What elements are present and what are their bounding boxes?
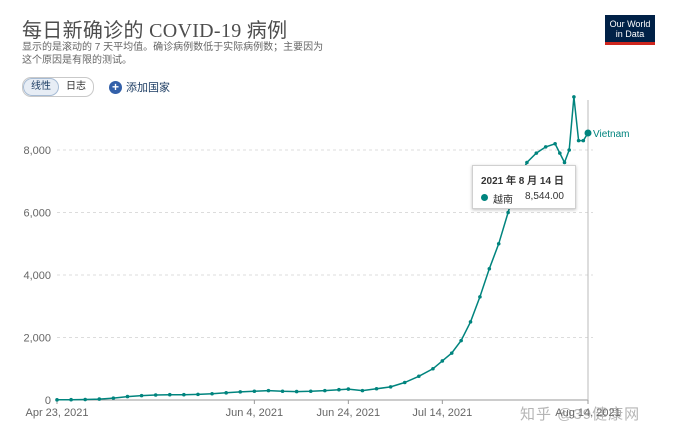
data-point xyxy=(83,397,87,402)
grid-lines xyxy=(57,149,593,338)
x-tick-label: Jun 24, 2021 xyxy=(317,407,381,419)
watermark: 知乎 @39健康网 xyxy=(520,406,641,423)
data-point xyxy=(468,320,473,324)
data-point xyxy=(69,397,73,402)
highlight-point xyxy=(584,129,592,137)
tooltip-date: 2021 年 8 月 14 日 xyxy=(481,176,564,187)
x-tick-label: Jul 14, 2021 xyxy=(412,407,472,419)
x-tick-label: Jun 4, 2021 xyxy=(226,407,284,419)
linear-scale-button[interactable]: 线性 xyxy=(23,78,59,96)
data-point xyxy=(238,390,243,394)
data-point xyxy=(431,366,435,371)
data-point xyxy=(55,398,59,402)
chart-title: 每日新确诊的 COVID-19 病例 xyxy=(22,20,288,42)
data-point xyxy=(294,389,299,394)
x-tick-label: Aug 14, 2021 xyxy=(555,407,620,419)
data-point xyxy=(210,391,214,396)
x-tick-label: Apr 23, 2021 xyxy=(26,407,89,419)
data-point xyxy=(360,388,365,393)
series-line-vietnam xyxy=(56,96,589,401)
data-point xyxy=(182,392,186,397)
data-point xyxy=(496,241,501,246)
data-point xyxy=(346,387,351,391)
data-point xyxy=(252,389,257,394)
data-point xyxy=(581,138,586,143)
data-point xyxy=(449,351,454,355)
tooltip: 2021 年 8 月 14 日 越南 8,544.00 xyxy=(472,165,576,209)
data-point xyxy=(153,393,158,397)
data-point xyxy=(562,160,567,165)
tooltip-value: 8,544.00 xyxy=(525,191,564,202)
scale-toggle: 线性 日志 xyxy=(22,77,94,97)
owid-logo[interactable]: Our World in Data xyxy=(605,15,655,45)
data-point xyxy=(558,151,562,155)
x-axis-ticks: Apr 23, 2021 Jun 4, 2021 Jun 24, 2021 Jul 1… xyxy=(26,400,621,419)
logo-accent-bar xyxy=(605,42,655,45)
logo-line2: in Data xyxy=(615,29,645,39)
data-point xyxy=(111,396,116,400)
data-point xyxy=(534,151,539,155)
data-point xyxy=(280,389,285,394)
data-point xyxy=(97,397,102,401)
data-point xyxy=(337,387,341,392)
y-tick-label: 0 xyxy=(45,395,51,407)
data-point xyxy=(572,95,576,99)
logo-line1: Our World xyxy=(609,19,651,29)
y-axis-ticks: 0 2,000 4,000 6,000 8,000 xyxy=(23,145,51,407)
plus-icon: + xyxy=(109,80,122,94)
data-point xyxy=(139,393,144,398)
y-tick-label: 8,000 xyxy=(23,145,51,157)
data-point xyxy=(576,138,581,143)
chart-subtitle: 显示的是滚动的 7 天平均值。确诊病例数低于实际病例数；主要因为这个原因是有限的… xyxy=(22,42,324,66)
data-point xyxy=(525,160,529,165)
data-point xyxy=(459,338,463,343)
data-point xyxy=(167,392,172,397)
data-point xyxy=(388,385,393,389)
add-country-label: 添加国家 xyxy=(126,82,170,94)
y-tick-label: 4,000 xyxy=(23,270,51,282)
data-point xyxy=(308,389,313,394)
y-tick-label: 6,000 xyxy=(23,208,51,220)
data-point xyxy=(323,388,327,393)
data-point xyxy=(553,141,557,146)
series-end-label: Vietnam xyxy=(593,129,630,140)
data-point xyxy=(543,145,548,149)
tooltip-series-name: 越南 xyxy=(493,195,513,206)
data-point xyxy=(567,148,572,152)
data-point xyxy=(196,392,200,397)
data-point xyxy=(478,295,482,299)
data-point xyxy=(506,210,510,215)
tooltip-series-dot xyxy=(481,194,488,201)
data-point xyxy=(374,386,379,391)
data-point xyxy=(487,266,492,271)
data-point xyxy=(440,359,445,363)
data-point xyxy=(402,380,407,385)
data-point xyxy=(266,388,271,393)
data-point xyxy=(224,391,228,395)
add-country-button[interactable]: + 添加国家 xyxy=(109,79,170,95)
data-point xyxy=(417,374,421,379)
y-tick-label: 2,000 xyxy=(23,333,51,345)
log-scale-button[interactable]: 日志 xyxy=(66,81,86,92)
series-points xyxy=(55,95,592,402)
data-point xyxy=(125,394,130,399)
